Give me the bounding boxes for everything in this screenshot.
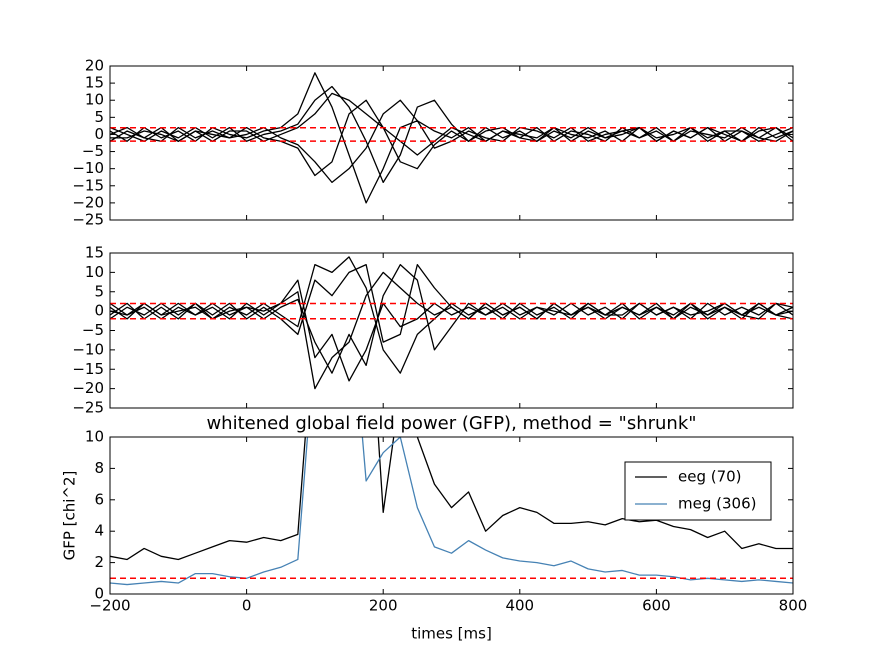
- chart-title: whitened global field power (GFP), metho…: [206, 413, 696, 434]
- x-tick-label: 800: [779, 597, 808, 615]
- series-line: [110, 263, 793, 343]
- series-line: [110, 263, 793, 374]
- x-tick-label: 0: [242, 597, 252, 615]
- y-tick-label: 10: [85, 263, 104, 281]
- y-tick-label: −5: [82, 321, 104, 339]
- y-tick-label: −20: [72, 379, 104, 397]
- axes-frame: [109, 65, 794, 221]
- series-line: [110, 437, 793, 586]
- y-tick-label: 10: [85, 91, 104, 109]
- y-tick-label: −5: [82, 142, 104, 160]
- x-tick-label: 600: [642, 597, 671, 615]
- y-tick-label: 20: [85, 57, 104, 75]
- y-tick-label: 0: [94, 302, 104, 320]
- y-tick-label: 15: [85, 244, 104, 262]
- y-tick-label: −25: [72, 211, 104, 229]
- y-tick-label: −15: [72, 176, 104, 194]
- y-tick-label: 0: [94, 125, 104, 143]
- plot-area: [110, 72, 793, 204]
- legend-box: [624, 461, 772, 521]
- y-axis-label: GFP [chi^2]: [61, 471, 79, 561]
- series-line: [110, 437, 793, 561]
- y-tick-label: −10: [72, 340, 104, 358]
- y-tick-label: 15: [85, 74, 104, 92]
- x-tick-label: 200: [369, 597, 398, 615]
- y-tick-label: 4: [94, 522, 104, 540]
- x-tick-label: −200: [89, 597, 130, 615]
- axes-frame: [109, 436, 794, 595]
- y-tick-label: −20: [72, 193, 104, 211]
- series-line: [110, 72, 793, 204]
- y-tick-label: 8: [94, 459, 104, 477]
- series-line: [110, 271, 793, 390]
- y-tick-label: 5: [94, 282, 104, 300]
- legend-label: eeg (70): [678, 468, 742, 486]
- y-tick-label: 2: [94, 553, 104, 571]
- y-tick-label: 6: [94, 490, 104, 508]
- series-line: [110, 279, 793, 382]
- legend-label: meg (306): [678, 495, 756, 513]
- y-tick-label: 0: [94, 585, 104, 603]
- y-tick-label: 10: [85, 428, 104, 446]
- axes-frame: [109, 252, 794, 409]
- x-tick-label: 400: [505, 597, 534, 615]
- y-tick-label: −15: [72, 360, 104, 378]
- y-tick-label: 5: [94, 108, 104, 126]
- series-line: [110, 85, 793, 184]
- y-tick-label: −10: [72, 159, 104, 177]
- x-axis-label: times [ms]: [411, 625, 492, 643]
- plot-area: [110, 437, 793, 586]
- y-tick-label: −25: [72, 399, 104, 417]
- plot-area: [110, 256, 793, 390]
